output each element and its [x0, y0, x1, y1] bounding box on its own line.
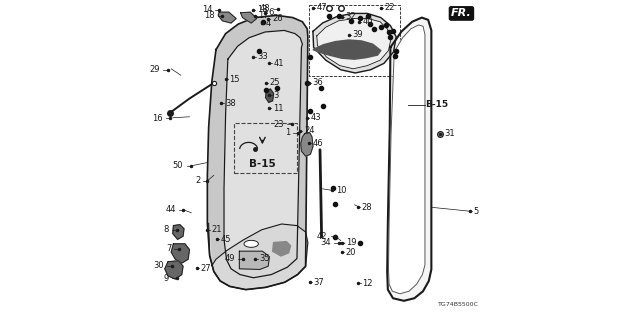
- Polygon shape: [207, 15, 308, 290]
- Text: 17: 17: [259, 12, 269, 20]
- Text: 38: 38: [225, 99, 236, 108]
- Text: 27: 27: [201, 264, 211, 273]
- Polygon shape: [207, 15, 308, 290]
- Text: 16: 16: [152, 114, 163, 123]
- Polygon shape: [266, 89, 274, 102]
- Text: 22: 22: [385, 4, 395, 12]
- Polygon shape: [165, 261, 183, 279]
- Text: B-15: B-15: [426, 100, 449, 109]
- Text: 20: 20: [346, 248, 356, 257]
- Text: 10: 10: [336, 186, 346, 195]
- Text: B-15: B-15: [249, 159, 276, 169]
- Text: 48: 48: [259, 4, 270, 13]
- Polygon shape: [224, 30, 302, 278]
- Text: 7: 7: [166, 244, 172, 253]
- Text: 34: 34: [321, 238, 332, 247]
- Bar: [234, 123, 297, 173]
- Text: 49: 49: [225, 254, 236, 263]
- Polygon shape: [239, 251, 269, 269]
- Text: 35: 35: [259, 254, 270, 263]
- Text: 26: 26: [272, 14, 283, 23]
- Text: 29: 29: [149, 65, 160, 74]
- Text: 45: 45: [221, 235, 231, 244]
- Polygon shape: [387, 18, 431, 301]
- Text: 13: 13: [257, 5, 268, 14]
- Polygon shape: [317, 19, 391, 69]
- Text: 25: 25: [269, 78, 280, 87]
- Text: 8: 8: [163, 225, 169, 234]
- Polygon shape: [209, 223, 308, 290]
- Text: 36: 36: [312, 78, 323, 87]
- Text: 24: 24: [304, 126, 314, 135]
- Text: 12: 12: [362, 279, 372, 288]
- Text: FR.: FR.: [451, 8, 472, 19]
- Text: 30: 30: [154, 261, 164, 270]
- Text: 21: 21: [211, 225, 221, 234]
- Text: 14: 14: [202, 5, 212, 14]
- Polygon shape: [273, 242, 291, 256]
- Text: 2: 2: [195, 176, 200, 185]
- Text: 1: 1: [285, 128, 291, 137]
- Text: 32: 32: [346, 12, 356, 21]
- Polygon shape: [218, 12, 236, 23]
- Polygon shape: [301, 133, 313, 156]
- Text: 39: 39: [353, 30, 364, 39]
- Text: 19: 19: [346, 238, 356, 247]
- Polygon shape: [241, 12, 257, 23]
- Text: 4: 4: [266, 19, 271, 28]
- Text: 33: 33: [257, 52, 268, 61]
- Text: 42: 42: [317, 232, 328, 241]
- Text: 37: 37: [314, 278, 324, 287]
- Polygon shape: [172, 244, 189, 263]
- Text: 40: 40: [363, 17, 373, 26]
- Text: 50: 50: [173, 161, 184, 170]
- Polygon shape: [173, 225, 184, 239]
- Text: 18: 18: [204, 12, 215, 20]
- Text: 15: 15: [230, 75, 240, 84]
- Text: 9: 9: [163, 274, 169, 283]
- Text: 6: 6: [269, 8, 274, 17]
- Polygon shape: [313, 13, 396, 73]
- Text: TG74B5500C: TG74B5500C: [438, 301, 479, 307]
- Polygon shape: [224, 30, 302, 278]
- Text: 44: 44: [166, 205, 176, 214]
- Text: 41: 41: [273, 59, 284, 68]
- Text: 46: 46: [313, 139, 324, 148]
- Text: 11: 11: [273, 104, 283, 113]
- Ellipse shape: [244, 240, 259, 247]
- Text: 5: 5: [474, 207, 479, 216]
- Polygon shape: [388, 25, 425, 294]
- Text: 31: 31: [444, 129, 454, 138]
- Text: 3: 3: [274, 91, 279, 100]
- Polygon shape: [224, 30, 302, 278]
- Text: 23: 23: [273, 120, 284, 129]
- Text: 28: 28: [362, 203, 372, 212]
- Text: 43: 43: [310, 113, 321, 122]
- Text: 47: 47: [317, 4, 328, 12]
- Polygon shape: [313, 40, 381, 59]
